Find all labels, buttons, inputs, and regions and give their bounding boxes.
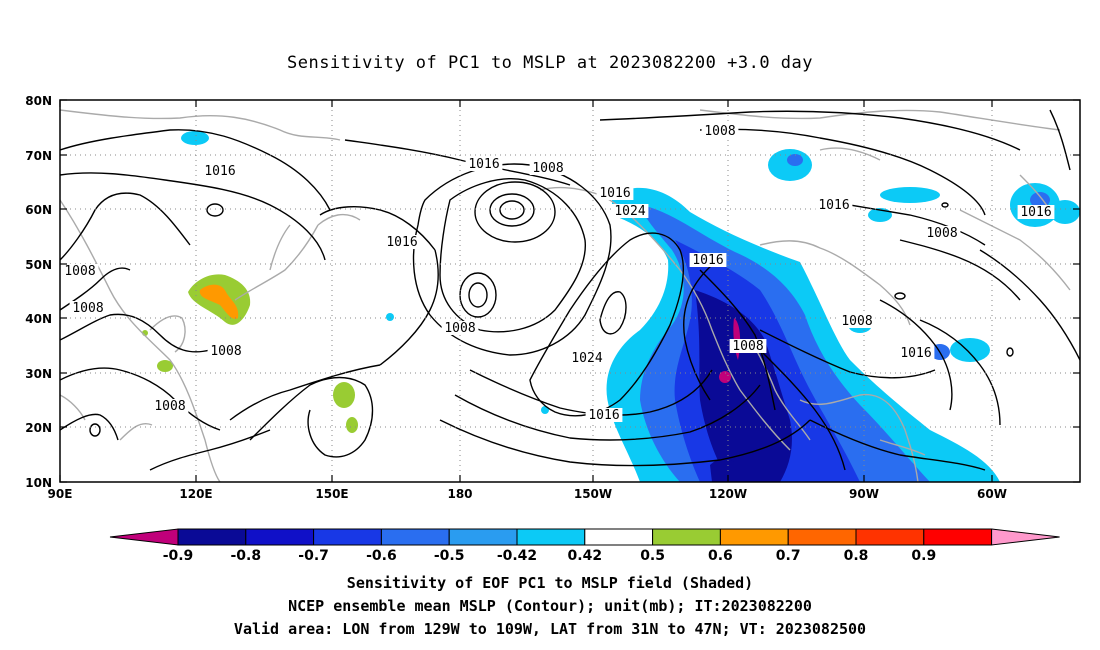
contour-label: 1008 — [444, 321, 475, 336]
colorbar-box — [245, 528, 315, 546]
colorbar-box — [719, 528, 789, 546]
contour-label-layer: 1008 1016 1008 1016 1016 1008 1016 1024 1016 1008… — [61, 124, 1055, 423]
mslp-contours — [60, 109, 1080, 471]
colorbar-box — [380, 528, 450, 546]
contour-label: 1016 — [468, 157, 499, 172]
lat-tick-label: 30N — [25, 367, 52, 381]
lon-tick-label: 90W — [849, 487, 879, 501]
contour-label: 1016 — [204, 164, 235, 179]
lon-tick-label: 90E — [48, 487, 73, 501]
contour-label: 1008 — [532, 161, 563, 176]
contour-label: 1024 — [614, 204, 645, 219]
contour-label: 1008 — [732, 339, 763, 354]
contour-label: 1008 — [841, 314, 872, 329]
contour-label: 1008 — [926, 226, 957, 241]
map-title: Sensitivity of PC1 to MSLP at 2023082200… — [287, 53, 813, 73]
footer-line-2: NCEP ensemble mean MSLP (Contour); unit(… — [288, 597, 812, 615]
colorbar-label: -0.5 — [434, 548, 465, 564]
contour-label: 1016 — [900, 346, 931, 361]
lon-tick-label: 120W — [709, 487, 747, 501]
colorbar-low-end — [109, 528, 179, 546]
contour-label: 1008 — [154, 399, 185, 414]
lon-tick-label: 150W — [574, 487, 612, 501]
colorbar-label: -0.7 — [298, 548, 329, 564]
colorbar-box — [313, 528, 382, 546]
lat-tick-label: 70N — [25, 149, 52, 163]
colorbar-box — [584, 528, 654, 546]
colorbar-box — [787, 528, 857, 546]
colorbar-label: 0.5 — [640, 548, 665, 564]
colorbar-label: -0.42 — [497, 548, 537, 564]
lat-tick-label: 10N — [25, 476, 52, 490]
lon-tick-label: 120E — [179, 487, 212, 501]
grid-lines — [60, 100, 1080, 482]
colorbar-box — [177, 528, 247, 546]
contour-label: 1016 — [599, 186, 630, 201]
contour-label: 1024 — [571, 351, 602, 366]
contour-label: 1008 — [210, 344, 241, 359]
lat-tick-label: 40N — [25, 312, 52, 326]
colorbar: -0.9 -0.8 -0.7 -0.6 -0.5 -0.42 0.42 0.5 0.6 0.7 0.… — [109, 528, 1060, 564]
contour-label: 1008 — [704, 124, 735, 139]
contour-label: 1016 — [818, 198, 849, 213]
colorbar-label: 0.9 — [911, 548, 936, 564]
contour-label: 1008 — [72, 301, 103, 316]
colorbar-label: -0.9 — [163, 548, 194, 564]
colorbar-box — [855, 528, 925, 546]
lat-tick-label: 80N — [25, 94, 52, 108]
colorbar-box — [448, 528, 518, 546]
contour-label: 1016 — [1020, 205, 1051, 220]
colorbar-label: -0.6 — [366, 548, 397, 564]
contour-label: 1016 — [692, 253, 723, 268]
lon-tick-label: 60W — [977, 487, 1007, 501]
lat-tick-label: 20N — [25, 421, 52, 435]
axes: 90E 120E 150E 180 150W 120W 90W 60W 80N 70N 60N 50N… — [25, 94, 1080, 501]
colorbar-box — [516, 528, 586, 546]
lat-tick-label: 60N — [25, 203, 52, 217]
lat-tick-label: 50N — [25, 258, 52, 272]
sensitivity-shading — [142, 131, 1080, 482]
colorbar-label: 0.8 — [844, 548, 869, 564]
colorbar-label: 0.42 — [568, 548, 603, 564]
colorbar-label: 0.7 — [776, 548, 801, 564]
contour-label: 1016 — [386, 235, 417, 250]
contour-label: 1008 — [64, 264, 95, 279]
footer-line-1: Sensitivity of EOF PC1 to MSLP field (Sh… — [347, 574, 753, 592]
colorbar-label: 0.6 — [708, 548, 733, 564]
colorbar-high-end — [991, 528, 1060, 546]
contour-label: 1016 — [588, 408, 619, 423]
colorbar-box — [652, 528, 721, 546]
colorbar-label: -0.8 — [230, 548, 261, 564]
lon-tick-label: 180 — [447, 487, 472, 501]
colorbar-box — [923, 528, 993, 546]
plot-frame — [59, 99, 1081, 483]
lon-tick-label: 150E — [315, 487, 348, 501]
footer-line-3: Valid area: LON from 129W to 109W, LAT f… — [234, 620, 866, 638]
